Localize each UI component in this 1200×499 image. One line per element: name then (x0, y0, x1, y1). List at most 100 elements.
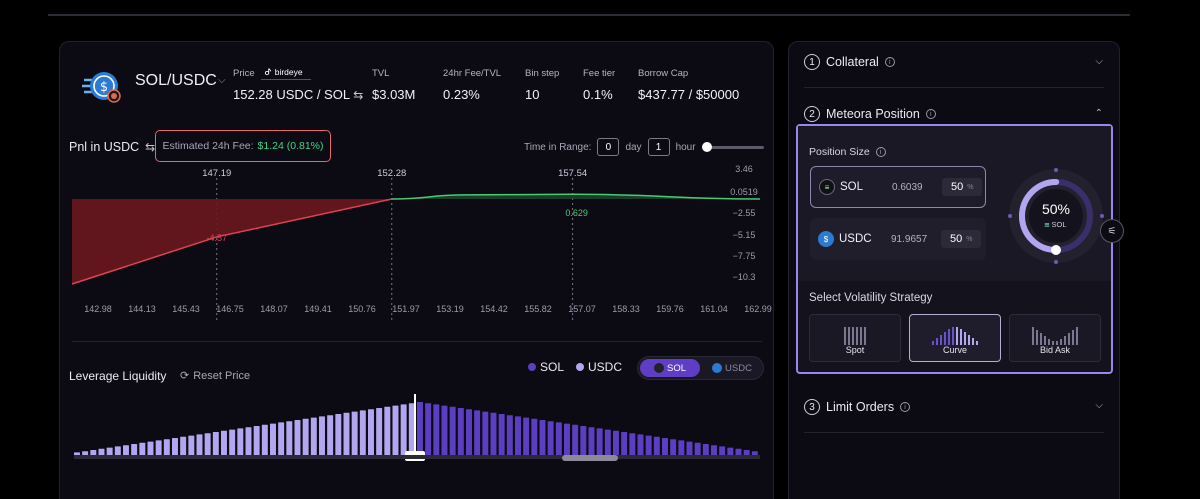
fee-tvl-value: 0.23% (443, 87, 480, 102)
birdeye-source[interactable]: ᕷ birdeye (260, 66, 311, 80)
sol-liquidity-bar (425, 403, 432, 456)
chevron-up-icon[interactable]: ⌃ (1094, 108, 1103, 119)
sol-liquidity-bar (515, 416, 521, 456)
usdc-liquidity-bar (392, 405, 399, 456)
bid-ask-shape-icon (1032, 327, 1078, 345)
fee-tier-stat: Fee tier 0.1% (583, 66, 615, 103)
strategy-curve[interactable]: Curve (909, 314, 1001, 362)
y-tick-label: −10.3 (733, 272, 756, 282)
profit-line (391, 193, 761, 200)
limit-orders-header[interactable]: 3 Limit Orders i (804, 399, 911, 415)
toggle-sol-label: SOL (666, 362, 686, 374)
usdc-percent-input[interactable]: 50% (941, 230, 981, 248)
loss-line (71, 198, 392, 285)
fee-tier-value: 0.1% (583, 87, 613, 102)
sol-liquidity-bar (719, 446, 726, 456)
fee-label: Estimated 24h Fee: (162, 140, 254, 152)
usdc-liquidity-bar (286, 421, 293, 456)
token-toggle[interactable]: SOL USDC (637, 356, 764, 380)
sol-liquidity-bar (457, 408, 464, 456)
sol-percent-input[interactable]: 50% (942, 178, 982, 196)
usdc-liquidity-bar (319, 416, 325, 456)
info-icon[interactable]: i (884, 57, 895, 67)
spot-shape-icon (844, 327, 866, 345)
pnl-data-label: 0.629 (565, 208, 588, 218)
limit-orders-label: Limit Orders (826, 400, 895, 414)
position-size-section: Position Size i ≡ SOL 0.6039 50% $ USDC … (798, 126, 1111, 281)
ring-handle[interactable] (1051, 245, 1061, 255)
swap-icon[interactable]: ⇆ (145, 140, 156, 154)
info-icon[interactable]: i (900, 402, 911, 412)
usdc-liquidity-bar (131, 444, 138, 456)
collateral-header[interactable]: 1 Collateral i (804, 54, 895, 70)
reset-price-button[interactable]: ⟳ Reset Price (180, 369, 251, 383)
usdc-liquidity-bar (82, 451, 89, 456)
hours-input[interactable]: 1 (647, 138, 670, 156)
usdc-liquidity-bar (114, 446, 121, 456)
percent-value: 50 (951, 181, 964, 193)
usdc-liquidity-bar (212, 432, 219, 456)
usdc-dot (576, 363, 585, 371)
tvl-value: $3.03M (372, 87, 416, 102)
step-number: 1 (804, 54, 820, 70)
usdc-liquidity-bar (229, 429, 236, 456)
x-tick-label: 153.19 (436, 304, 464, 314)
chevron-down-icon[interactable]: ⌵ (1095, 400, 1103, 411)
liquidity-chart (74, 394, 760, 461)
sol-liquidity-bar (417, 402, 423, 456)
usdc-token-card[interactable]: $ USDC 91.9657 50% (810, 218, 986, 260)
price-marker-label: 157.54 (558, 168, 587, 179)
borrow-cap-label: Borrow Cap (638, 67, 689, 79)
usdc-liquidity-bar (278, 422, 285, 456)
sol-liquidity-bar (637, 434, 644, 456)
sol-liquidity-bar (572, 424, 579, 456)
token-amount: 91.9657 (891, 233, 928, 245)
sol-liquidity-bar (711, 445, 717, 456)
allocation-ring[interactable]: 50% SOL ≡ (1006, 166, 1106, 266)
x-tick-label: 149.41 (304, 304, 332, 314)
volatility-label: Select Volatility Strategy (809, 292, 933, 304)
birdeye-icon: ᕷ (264, 66, 272, 77)
x-tick-label: 146.75 (216, 304, 244, 314)
settings-sliders-icon[interactable]: ⚟ (1100, 219, 1124, 243)
sol-liquidity-bar (433, 404, 440, 456)
chevron-down-icon[interactable]: ⌵ (218, 75, 226, 86)
strategy-spot[interactable]: Spot (809, 314, 901, 362)
meteora-header[interactable]: 2 Meteora Position i (804, 106, 936, 122)
percent-unit: % (966, 235, 973, 243)
info-icon[interactable]: i (875, 147, 886, 157)
meteora-position-box: Position Size i ≡ SOL 0.6039 50% $ USDC … (796, 124, 1113, 374)
time-slider[interactable] (701, 141, 764, 152)
y-tick-label: −7.75 (733, 251, 756, 261)
pair-selector[interactable]: SOL/USDC (135, 72, 217, 89)
x-tick-label: 162.99 (744, 304, 772, 314)
strategy-bid-ask[interactable]: Bid Ask (1009, 314, 1101, 362)
pnl-data-label: -4.57 (206, 233, 227, 243)
sol-token-card[interactable]: ≡ SOL 0.6039 50% (810, 166, 986, 208)
usdc-liquidity-bar (351, 411, 358, 456)
fee-tvl-stat: 24hr Fee/TVL 0.23% (443, 66, 501, 103)
toggle-usdc[interactable]: USDC (702, 359, 762, 377)
ring-dot (1054, 168, 1058, 172)
legend-sol: SOL (528, 360, 564, 374)
usdc-liquidity-bar (408, 403, 415, 456)
time-slider-knob[interactable] (701, 141, 712, 152)
pnl-chart: 147.19 152.28 157.54 -4.57 0.629 3.46 0.0519 −2… (71, 164, 772, 320)
info-icon[interactable]: i (925, 109, 936, 119)
sol-liquidity-bar (539, 420, 546, 456)
x-tick-label: 161.04 (700, 304, 728, 314)
days-input[interactable]: 0 (597, 138, 620, 156)
pnl-title: Pnl in USDC ⇆ (69, 140, 155, 154)
position-panel: 1 Collateral i ⌵ 2 Meteora Position i ⌃ … (788, 41, 1120, 499)
usdc-liquidity-bar (302, 418, 309, 456)
toggle-sol[interactable]: SOL (640, 359, 700, 377)
reset-price-label: Reset Price (193, 369, 251, 382)
chevron-down-icon[interactable]: ⌵ (1095, 56, 1103, 67)
sol-liquidity-bar (441, 405, 448, 456)
usdc-liquidity-bar (253, 426, 260, 456)
swap-icon[interactable]: ⇆ (353, 88, 364, 102)
percent-unit: % (967, 183, 974, 191)
bin-step-value: 10 (525, 87, 540, 102)
sol-liquidity-bar (604, 429, 611, 456)
tvl-stat: TVL $3.03M (372, 66, 416, 103)
